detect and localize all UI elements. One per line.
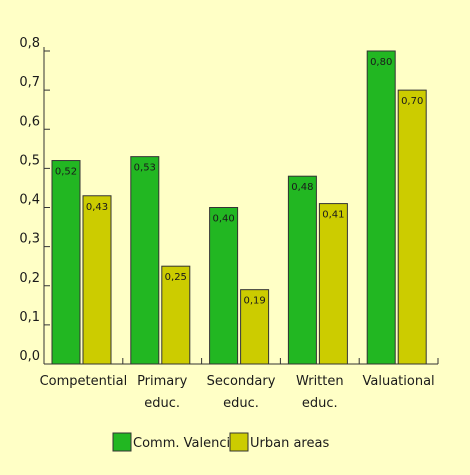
axes: 0,0 0,1 0,2 0,3 0,4 0,5 0,6 0,7 0,8 Competential P… (19, 36, 439, 411)
bar-comm-valencia (51, 160, 81, 365)
bar-comm-valencia (287, 175, 317, 365)
x-category-label: Secondary (207, 374, 276, 389)
x-category-label: educ. (223, 396, 259, 411)
bar-urban-areas (82, 195, 112, 365)
bar-comm-valencia (366, 50, 396, 365)
y-tick-label: 0,1 (19, 310, 40, 325)
bar-value-label: 0,41 (322, 210, 344, 221)
bar-value-label: 0,52 (55, 167, 77, 178)
x-category-label: educ. (144, 396, 180, 411)
y-tick-label: 0,6 (19, 114, 40, 129)
bar-urban-areas (397, 89, 427, 365)
bar-value-label: 0,53 (134, 163, 156, 174)
y-tick-label: 0,0 (19, 349, 40, 364)
bar-comm-valencia (209, 207, 239, 365)
bar-value-label: 0,80 (370, 57, 392, 68)
bar-value-label: 0,48 (291, 182, 313, 193)
bar-urban-areas (240, 289, 270, 365)
y-tick-label: 0,5 (19, 153, 40, 168)
y-tick-label: 0,8 (19, 36, 40, 51)
y-tick-label: 0,3 (19, 232, 40, 247)
legend: Comm. Valencia Urban areas (112, 432, 329, 452)
x-category-label: Primary (137, 374, 188, 389)
bar-value-label: 0,40 (212, 214, 234, 225)
bar-value-label: 0,25 (165, 272, 187, 283)
bar-value-label: 0,19 (243, 296, 265, 307)
x-category-label: educ. (302, 396, 338, 411)
x-category-label: Valuational (363, 374, 435, 389)
legend-swatch-urban-areas (229, 432, 249, 452)
bar-value-label: 0,70 (401, 96, 423, 107)
bar-value-label: 0,43 (86, 202, 108, 213)
bar-comm-valencia (130, 156, 160, 365)
legend-label: Comm. Valencia (133, 436, 238, 451)
x-category-label: Written (296, 374, 344, 389)
bar-urban-areas (161, 265, 191, 365)
bar-urban-areas (318, 203, 348, 365)
legend-swatch-comm-valencia (112, 432, 132, 452)
y-tick-label: 0,4 (19, 193, 40, 208)
bars: 0,52 0,53 0,40 0,48 0,80 0,43 0,25 0,19 0,41 0,70 (51, 50, 427, 365)
y-tick-label: 0,7 (19, 75, 40, 90)
y-tick-label: 0,2 (19, 271, 40, 286)
x-category-label: Competential (40, 374, 128, 389)
legend-label: Urban areas (250, 436, 329, 451)
